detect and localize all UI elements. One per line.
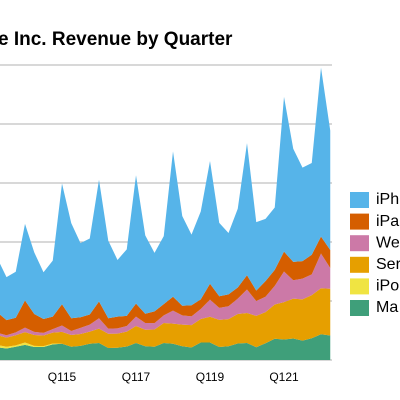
x-tick-label: Q119 — [196, 370, 225, 384]
legend-swatch — [350, 235, 369, 252]
legend-label: iPa — [376, 213, 399, 230]
x-tick-label: Q115 — [48, 370, 77, 384]
legend-label: Ma — [376, 299, 398, 316]
legend-label: iPo — [376, 278, 399, 295]
x-tick-label: Q117 — [122, 370, 151, 384]
legend-label: We — [376, 234, 400, 251]
legend: iPh iPa We Ser iPo Ma — [350, 191, 400, 316]
plot-area — [0, 64, 332, 361]
legend-swatch — [350, 278, 369, 295]
legend-swatch — [350, 256, 369, 273]
legend-swatch — [350, 192, 369, 208]
area — [0, 67, 331, 321]
legend-label: Ser — [376, 256, 400, 273]
area — [0, 253, 331, 338]
area — [0, 236, 331, 336]
area — [0, 334, 331, 360]
x-tick-label: Q121 — [269, 370, 299, 384]
area — [0, 288, 331, 348]
legend-label: iPh — [376, 191, 399, 208]
legend-swatch — [350, 300, 369, 316]
legend-swatch — [350, 213, 369, 230]
chart-title: e Inc. Revenue by Quarter — [0, 29, 233, 50]
